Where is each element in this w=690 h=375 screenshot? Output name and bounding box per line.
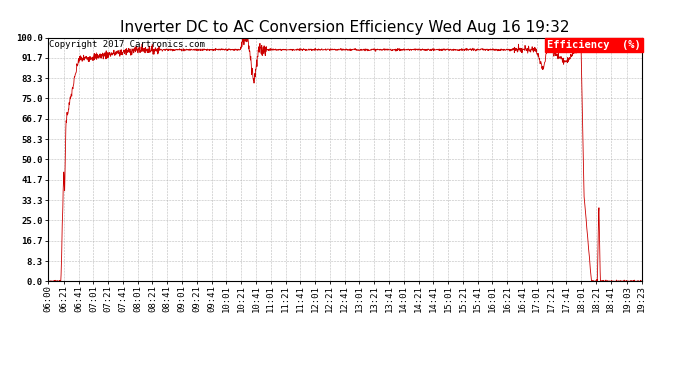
Title: Inverter DC to AC Conversion Efficiency Wed Aug 16 19:32: Inverter DC to AC Conversion Efficiency … [120, 20, 570, 35]
Text: Efficiency  (%): Efficiency (%) [546, 40, 640, 50]
Text: Copyright 2017 Cartronics.com: Copyright 2017 Cartronics.com [49, 40, 205, 49]
